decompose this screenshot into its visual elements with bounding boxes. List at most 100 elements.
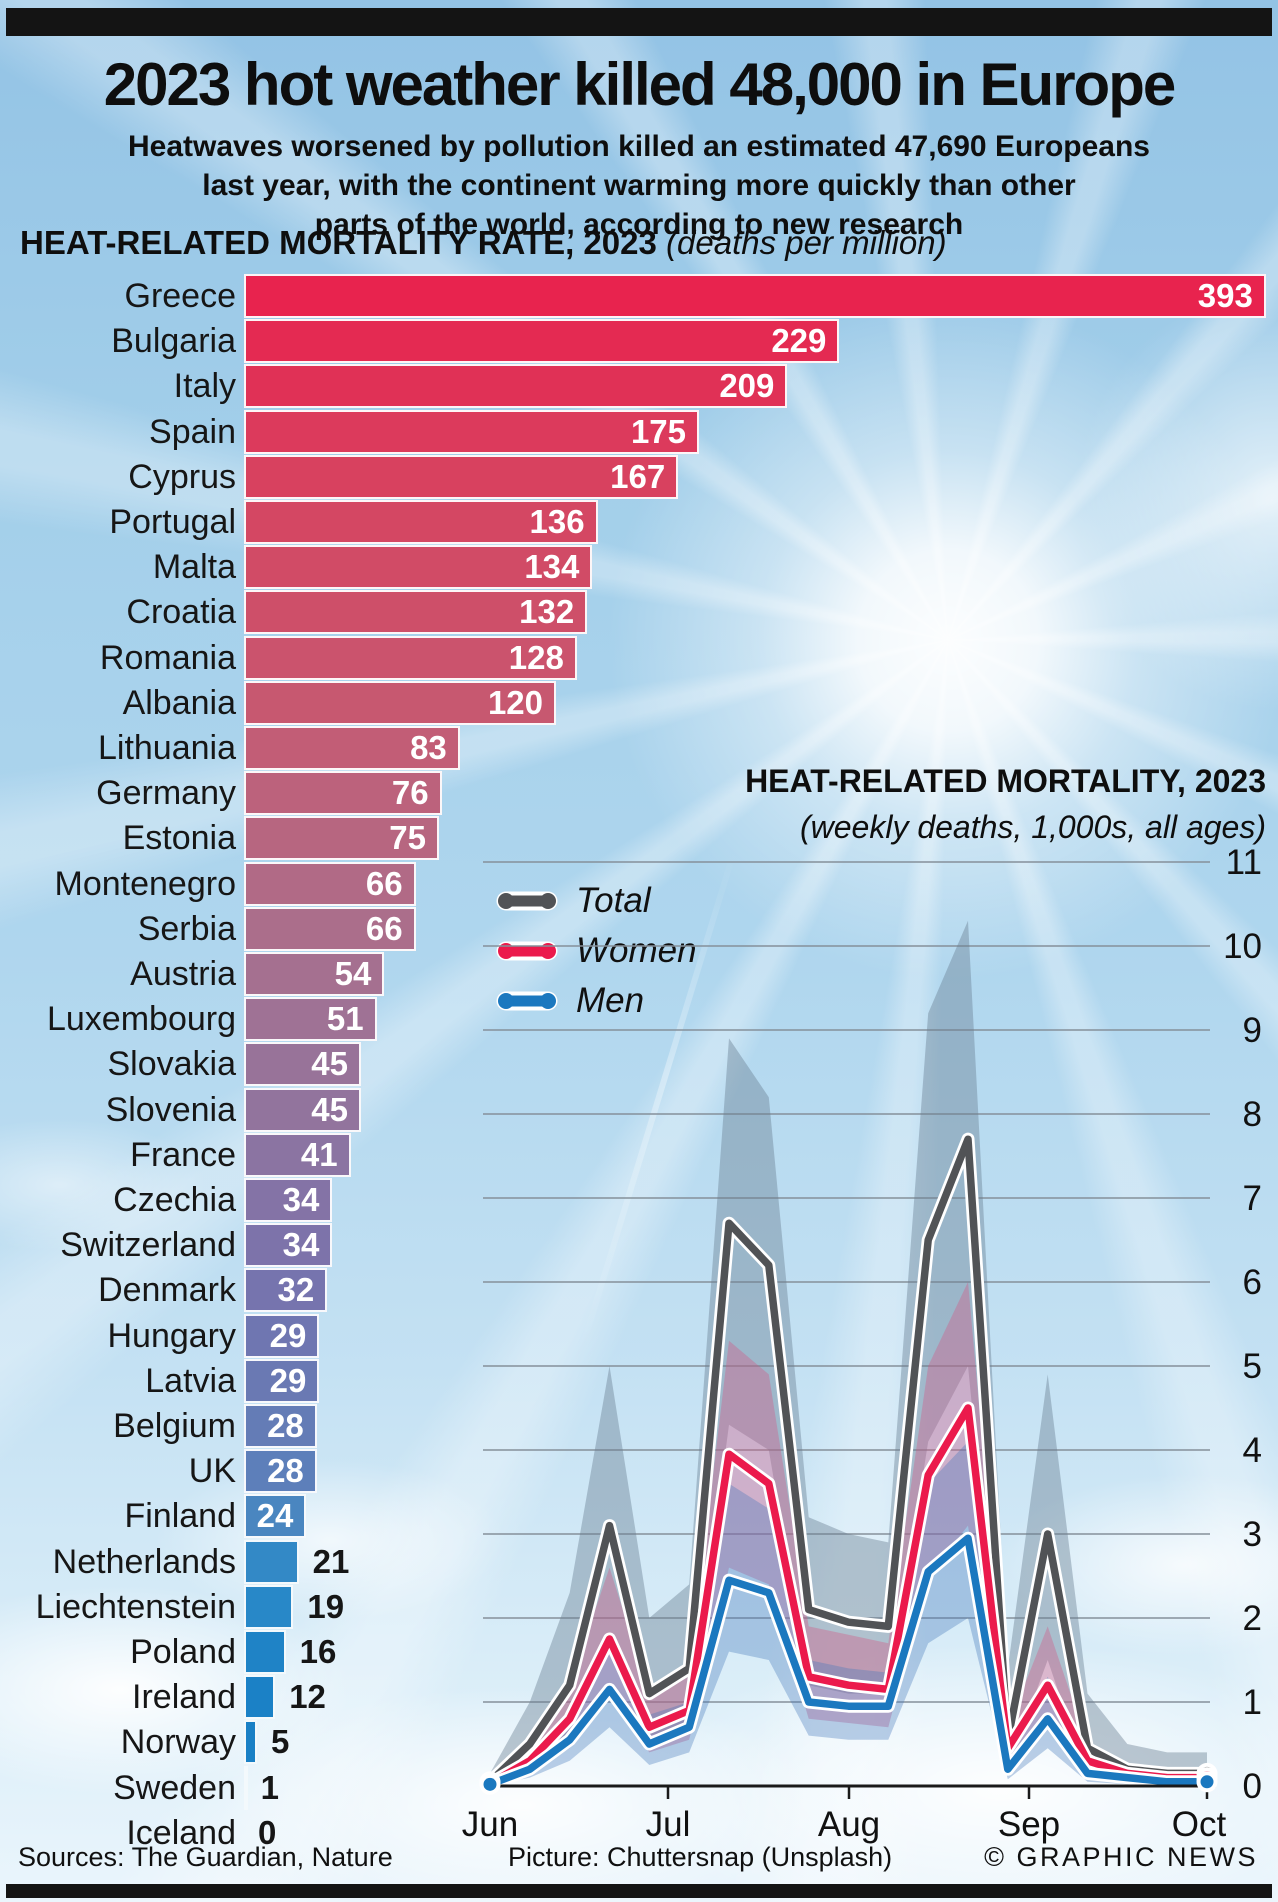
bar-row-sweden: Sweden 1 [0, 1765, 1278, 1810]
mortality-bar: 54 [244, 952, 385, 996]
sources-credit: Sources: The Guardian, Nature [18, 1842, 393, 1872]
bar-row-portugal: Portugal 136 [0, 500, 1278, 544]
country-label: Estonia [122, 819, 236, 858]
bar-value: 75 [389, 819, 426, 857]
line-chart-heading: HEAT-RELATED MORTALITY, 2023 (weekly dea… [745, 758, 1266, 850]
bar-row-slovakia: Slovakia 45 [0, 1042, 1278, 1087]
bar-row-spain: Spain 175 [0, 409, 1278, 454]
country-label: Albania [122, 683, 236, 722]
line-chart-heading-bold: HEAT-RELATED MORTALITY, 2023 [745, 763, 1266, 799]
country-label: Germany [96, 774, 236, 813]
country-label: Switzerland [60, 1226, 236, 1265]
mortality-bar: 393 [244, 274, 1266, 318]
mortality-bar: 136 [244, 500, 598, 544]
country-label: Slovenia [105, 1090, 236, 1129]
x-axis-label-jun: Jun [462, 1805, 518, 1844]
bar-row-montenegro: Montenegro 66 [0, 861, 1278, 906]
mortality-bar: 45 [244, 1087, 361, 1132]
country-label: Lithuania [97, 729, 236, 767]
y-axis-label-0: 0 [1243, 1767, 1262, 1806]
page-title: 2023 hot weather killed 48,000 in Europe [103, 51, 1176, 118]
legend-symbol-women [496, 941, 558, 961]
bar-row-hungary: Hungary 29 [0, 1313, 1278, 1358]
mortality-bar [244, 1584, 294, 1629]
mortality-bar: 29 [244, 1358, 320, 1403]
country-label: Poland [130, 1633, 236, 1671]
mortality-bar: 28 [244, 1404, 317, 1448]
mortality-bar: 83 [244, 726, 460, 770]
bar-row-denmark: Denmark 32 [0, 1268, 1278, 1313]
country-label: Portugal [109, 503, 236, 541]
bar-value: 76 [391, 774, 429, 812]
country-label: Italy [173, 367, 236, 406]
country-label: Liechtenstein [35, 1587, 236, 1626]
bar-row-luxembourg: Luxembourg 51 [0, 997, 1278, 1042]
mortality-bar: 34 [244, 1223, 333, 1268]
bar-value: 28 [267, 1407, 304, 1444]
bottom-frame-bar [6, 1884, 1272, 1898]
country-label: Montenegro [54, 864, 236, 903]
publisher-credit: © GRAPHIC NEWS [984, 1842, 1258, 1872]
mortality-bar: 229 [244, 319, 840, 364]
mortality-bar: 28 [244, 1449, 317, 1494]
page-subtitle-line-2: last year, with the continent warming mo… [202, 169, 1076, 202]
country-label: Serbia [137, 909, 236, 948]
country-label: Hungary [107, 1316, 236, 1355]
bar-value: 24 [256, 1497, 294, 1535]
bar-value: 136 [529, 503, 585, 540]
bar-row-belgium: Belgium 28 [0, 1404, 1278, 1448]
mortality-bar: 32 [244, 1268, 328, 1313]
bar-value: 45 [311, 1090, 348, 1128]
bar-chart-heading-bold: HEAT-RELATED MORTALITY RATE, 2023 [20, 224, 657, 261]
bar-chart-heading-italic: (deaths per million) [666, 224, 947, 261]
country-label: Denmark [98, 1271, 236, 1310]
bar-value: 45 [311, 1045, 348, 1083]
mortality-bar: 167 [244, 454, 679, 499]
mortality-bar: 76 [244, 771, 442, 816]
mortality-bar: 51 [244, 997, 377, 1042]
mortality-bar: 41 [244, 1132, 351, 1177]
page-subtitle-line-1: Heatwaves worsened by pollution killed a… [127, 130, 1150, 163]
men-line [486, 1534, 1211, 1789]
mortality-bar: 75 [244, 816, 439, 861]
mortality-bar [244, 1539, 299, 1584]
bar-row-latvia: Latvia 29 [0, 1358, 1278, 1403]
bar-value: 51 [326, 1000, 364, 1038]
x-axis-label-jul: Jul [646, 1805, 691, 1844]
x-axis-label-aug: Aug [818, 1805, 880, 1844]
country-label: Latvia [145, 1361, 236, 1400]
bar-row-malta: Malta 134 [0, 545, 1278, 590]
bar-row-croatia: Croatia 132 [0, 590, 1278, 635]
bar-value: 12 [289, 1678, 326, 1716]
mortality-bar: 175 [244, 409, 699, 454]
bar-row-cyprus: Cyprus 167 [0, 454, 1278, 499]
y-axis-label-2: 2 [1243, 1599, 1262, 1638]
country-label: Sweden [113, 1768, 236, 1807]
bar-value: 19 [307, 1587, 345, 1625]
x-axis-label-oct: Oct [1172, 1805, 1227, 1844]
bar-row-estonia: Estonia 75 [0, 816, 1278, 861]
bar-value: 21 [312, 1542, 350, 1580]
top-frame-bar [6, 8, 1272, 36]
legend-item-total: Total [494, 876, 697, 926]
bar-value: 66 [365, 864, 403, 902]
mortality-bar: 66 [244, 861, 416, 906]
bar-row-albania: Albania 120 [0, 680, 1278, 725]
y-axis-label-10: 10 [1223, 927, 1262, 966]
mortality-bar: 45 [244, 1042, 361, 1087]
bar-value: 5 [271, 1723, 290, 1761]
bar-value: 229 [771, 322, 827, 360]
legend-symbol-total [496, 891, 558, 911]
y-axis-label-9: 9 [1243, 1011, 1262, 1050]
mortality-bar: 134 [244, 545, 593, 590]
legend-symbol-men [496, 991, 558, 1011]
y-axis-label-8: 8 [1243, 1095, 1262, 1134]
bar-row-italy: Italy 209 [0, 364, 1278, 409]
bar-value: 0 [258, 1813, 277, 1851]
bar-row-norway: Norway 5 [0, 1720, 1278, 1765]
legend-label: Women [576, 931, 697, 970]
mortality-bar: 29 [244, 1313, 320, 1358]
